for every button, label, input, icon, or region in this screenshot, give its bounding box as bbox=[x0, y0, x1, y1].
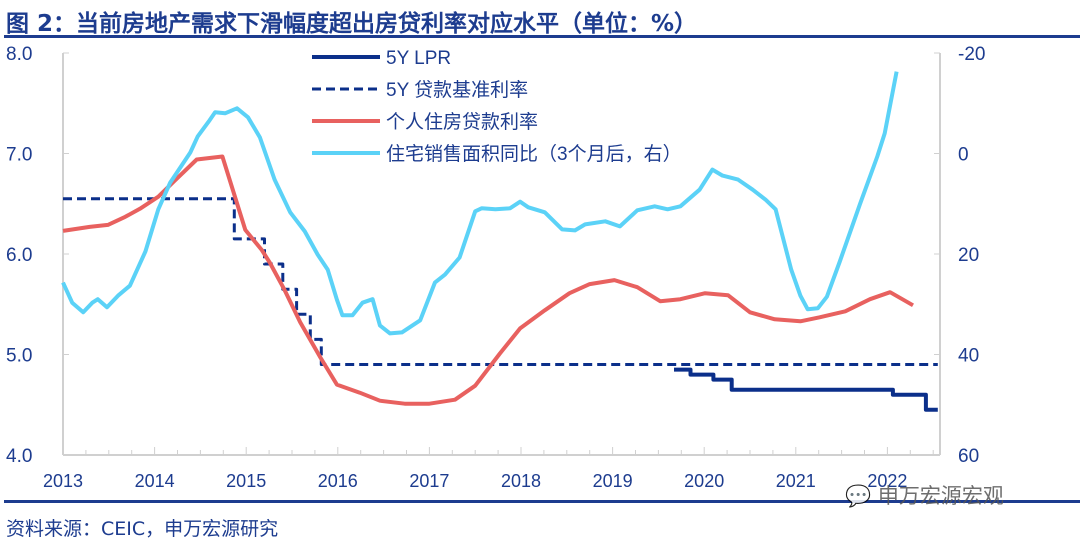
right-tick-label: 40 bbox=[958, 346, 979, 367]
title-rule bbox=[4, 35, 1080, 38]
right-tick-label: -20 bbox=[958, 44, 985, 65]
series-line-3 bbox=[61, 71, 899, 336]
left-tick-label: 6.0 bbox=[6, 245, 32, 266]
x-tick-label: 2017 bbox=[409, 471, 449, 491]
x-tick-label: 2015 bbox=[226, 471, 266, 491]
wechat-icon: 💬 bbox=[845, 484, 872, 508]
watermark: 💬 申万宏源宏观 bbox=[845, 480, 1004, 510]
series-line-0 bbox=[674, 367, 938, 412]
series-line-1 bbox=[63, 197, 938, 366]
footer-rule bbox=[4, 500, 1080, 503]
right-tick-label: 20 bbox=[958, 245, 979, 266]
x-tick-label: 2018 bbox=[501, 471, 541, 491]
x-tick-label: 2016 bbox=[318, 471, 358, 491]
x-tick-label: 2022 bbox=[867, 471, 907, 491]
legend-label: 个人住房贷款利率 bbox=[386, 111, 538, 133]
right-tick-label: 60 bbox=[958, 446, 979, 467]
watermark-text: 申万宏源宏观 bbox=[877, 484, 1004, 508]
left-tick-label: 4.0 bbox=[6, 446, 32, 467]
left-tick-label: 8.0 bbox=[6, 44, 32, 65]
chart-title: 图 2：当前房地产需求下滑幅度超出房贷利率对应水平（单位：%） bbox=[6, 11, 698, 37]
x-tick-label: 2019 bbox=[593, 471, 633, 491]
legend-label: 5Y 贷款基准利率 bbox=[386, 79, 528, 101]
legend-label: 5Y LPR bbox=[386, 48, 451, 69]
x-tick-label: 2021 bbox=[776, 471, 816, 491]
right-tick-label: 0 bbox=[958, 145, 969, 166]
legend-label: 住宅销售面积同比（3个月后，右） bbox=[386, 143, 682, 165]
x-tick-label: 2013 bbox=[43, 471, 83, 491]
source-note: 资料来源：CEIC，申万宏源研究 bbox=[6, 518, 279, 540]
x-tick-label: 2014 bbox=[135, 471, 175, 491]
left-tick-label: 5.0 bbox=[6, 346, 32, 367]
x-tick-label: 2020 bbox=[684, 471, 724, 491]
series-line-2 bbox=[62, 154, 914, 406]
left-tick-label: 7.0 bbox=[6, 145, 32, 166]
